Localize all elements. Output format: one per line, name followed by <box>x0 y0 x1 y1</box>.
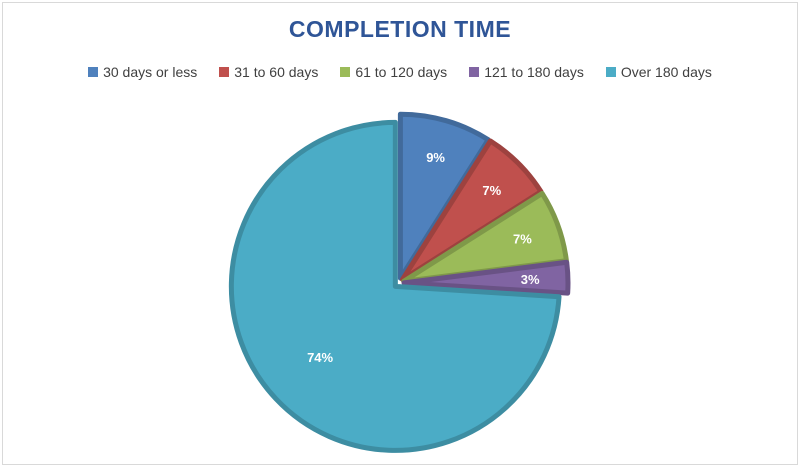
chart-title: COMPLETION TIME <box>288 16 512 42</box>
legend-label: 31 to 60 days <box>234 64 319 80</box>
legend-swatch <box>219 67 230 77</box>
legend-swatch <box>605 67 616 77</box>
legend-label: 30 days or less <box>103 64 198 80</box>
pie-slice-121-to-180-days <box>401 259 571 296</box>
legend-swatch <box>469 67 480 77</box>
data-label: 3% <box>521 272 540 287</box>
legend-item-over-180-days: Over 180 days <box>605 64 712 80</box>
legend-item-30-days-or-less: 30 days or less <box>88 64 197 80</box>
legend-label: 121 to 180 days <box>484 64 584 80</box>
data-label: 7% <box>482 183 501 198</box>
pie-slice-30-days-or-less <box>397 111 491 281</box>
legend-item-121-to-180-days: 121 to 180 days <box>469 64 584 80</box>
chart-legend: 30 days or less 31 to 60 days 61 to 120 … <box>0 64 800 80</box>
legend-swatch <box>340 67 351 77</box>
legend-label: 61 to 120 days <box>355 64 448 80</box>
data-label: 74% <box>307 350 333 365</box>
legend-item-61-to-120-days: 61 to 120 days <box>340 64 447 80</box>
data-label: 9% <box>426 150 445 165</box>
data-label: 7% <box>513 232 532 247</box>
legend-swatch <box>88 67 99 77</box>
legend-item-31-to-60-days: 31 to 60 days <box>219 64 318 80</box>
pie-slice-over-180-days <box>228 119 562 453</box>
legend-label: Over 180 days <box>620 64 712 80</box>
